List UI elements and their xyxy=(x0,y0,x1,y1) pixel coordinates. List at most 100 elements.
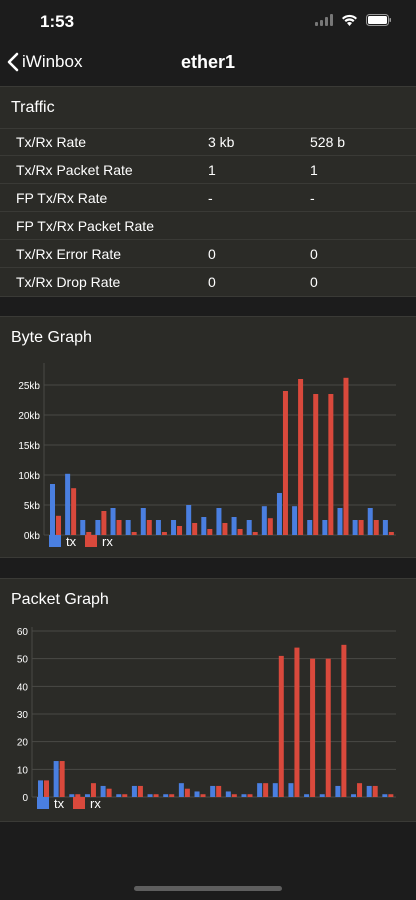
rx-bar xyxy=(207,529,213,535)
tx-bar xyxy=(110,508,116,535)
tx-bar xyxy=(50,484,55,535)
rx-bar xyxy=(44,780,49,797)
tx-bar xyxy=(257,783,263,797)
rx-value: 0 xyxy=(310,246,318,262)
tx-bar xyxy=(69,794,75,797)
rx-bar xyxy=(161,532,167,535)
tx-bar xyxy=(80,520,86,535)
tx-bar xyxy=(53,761,59,797)
tx-bar xyxy=(171,520,177,535)
y-tick-label: 20 xyxy=(17,738,29,749)
rx-bar xyxy=(59,761,65,797)
rx-bar xyxy=(267,518,273,535)
tx-value: 0 xyxy=(208,274,216,290)
tx-bar xyxy=(304,794,310,797)
divider xyxy=(0,211,416,212)
tx-bar xyxy=(210,785,216,797)
packet-graph-chart: 0 10 20 30 40 50 60 tx rx xyxy=(17,627,396,811)
rx-bar xyxy=(216,785,222,797)
rx-bar xyxy=(282,391,288,535)
divider xyxy=(0,239,416,240)
rx-value: - xyxy=(310,190,315,206)
rx-bar xyxy=(263,783,269,797)
tx-bar xyxy=(366,785,372,797)
rx-bar xyxy=(169,794,175,797)
rx-bar xyxy=(357,783,363,797)
traffic-row: Tx/Rx Drop Rate 0 0 xyxy=(0,268,416,296)
y-tick-label: 10kb xyxy=(18,471,40,482)
tx-bar xyxy=(95,520,101,535)
legend-swatch xyxy=(85,535,97,547)
y-tick-label: 5kb xyxy=(24,501,41,512)
tx-bar xyxy=(186,505,192,535)
rx-bar xyxy=(200,794,206,797)
rx-bar xyxy=(177,526,183,535)
tx-bar xyxy=(163,794,169,797)
rx-bar xyxy=(222,523,228,535)
tx-bar xyxy=(246,520,252,535)
rx-bar xyxy=(343,377,349,535)
tx-bar xyxy=(319,794,325,797)
traffic-row: Tx/Rx Error Rate 0 0 xyxy=(0,240,416,268)
divider xyxy=(0,267,416,268)
navigation-bar: iWinbox ether1 xyxy=(0,44,416,84)
rx-bar xyxy=(388,532,394,535)
packet-graph-section: Packet Graph 0 10 20 30 40 50 60 tx rx xyxy=(0,578,416,822)
battery-icon xyxy=(366,14,391,26)
tx-bar xyxy=(231,517,237,535)
tx-bar xyxy=(382,794,388,797)
rx-value: 1 xyxy=(310,162,318,178)
tx-bar xyxy=(322,520,328,535)
tx-bar xyxy=(241,794,247,797)
row-label: Tx/Rx Drop Rate xyxy=(16,274,121,290)
tx-bar xyxy=(367,508,373,535)
divider xyxy=(0,183,416,184)
wifi-icon xyxy=(342,14,357,26)
rx-bar xyxy=(101,511,107,535)
rx-bar xyxy=(122,794,128,797)
tx-bar xyxy=(261,506,267,535)
rx-bar xyxy=(328,394,334,535)
row-label: FP Tx/Rx Packet Rate xyxy=(16,218,154,234)
rx-bar xyxy=(231,794,237,797)
tx-bar xyxy=(276,493,282,535)
signal-icon xyxy=(315,14,333,26)
rx-bar xyxy=(310,658,316,797)
legend-label: rx xyxy=(102,534,113,549)
tx-bar xyxy=(201,517,207,535)
back-button[interactable]: iWinbox xyxy=(6,52,82,72)
tx-bar xyxy=(194,791,200,797)
byte-graph-section: Byte Graph 0kb 5kb 10kb 15kb 20kb 25kb tx rx xyxy=(0,316,416,558)
rx-bar xyxy=(294,647,300,797)
rx-bar xyxy=(341,644,347,797)
rx-bar xyxy=(252,532,258,535)
rx-bar xyxy=(358,520,364,535)
rx-bar xyxy=(325,658,331,797)
row-label: Tx/Rx Packet Rate xyxy=(16,162,133,178)
rx-value: 0 xyxy=(310,274,318,290)
y-tick-label: 10 xyxy=(17,765,29,776)
rx-bar xyxy=(298,379,304,535)
byte-graph-title: Byte Graph xyxy=(11,329,92,346)
y-tick-label: 15kb xyxy=(18,441,40,452)
tx-value: 1 xyxy=(208,162,216,178)
page-title: ether1 xyxy=(180,52,236,72)
tx-bar xyxy=(292,506,298,535)
tx-bar xyxy=(84,794,90,797)
rx-bar xyxy=(237,529,243,535)
rx-bar xyxy=(184,788,190,797)
y-tick-label: 0kb xyxy=(24,531,41,542)
rx-bar xyxy=(90,783,96,797)
legend-label: tx xyxy=(66,534,77,549)
tx-bar xyxy=(65,473,71,535)
y-tick-label: 20kb xyxy=(18,411,40,422)
rx-bar xyxy=(56,515,61,535)
y-tick-label: 30 xyxy=(17,710,29,721)
rx-bar xyxy=(278,655,284,797)
traffic-row: Tx/Rx Packet Rate 1 1 xyxy=(0,156,416,184)
divider xyxy=(0,128,416,129)
rx-bar xyxy=(71,488,77,535)
y-tick-label: 25kb xyxy=(18,381,40,392)
legend-swatch xyxy=(49,535,61,547)
rx-bar xyxy=(146,520,152,535)
